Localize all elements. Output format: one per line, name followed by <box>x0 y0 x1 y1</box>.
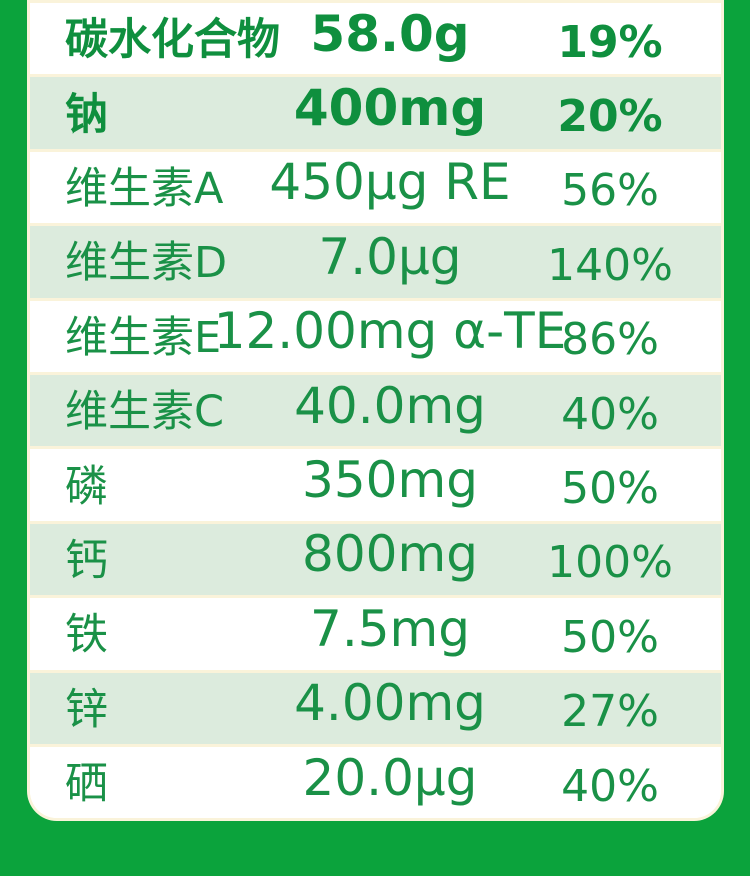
nutrient-nrv-percent: 50% <box>561 611 659 663</box>
nutrient-amount: 800mg <box>302 525 478 584</box>
table-row: 维生素A 450μg RE 56% <box>30 148 721 224</box>
nutrient-amount: 20.0μg <box>302 748 478 807</box>
nutrient-nrv-percent: 140% <box>547 239 673 291</box>
nutrient-name: 钠 <box>65 89 108 140</box>
nutrient-amount: 7.0μg <box>318 227 462 286</box>
nutrient-amount: 12.00mg α-TE <box>213 302 567 361</box>
nutrient-name: 锌 <box>65 684 108 735</box>
table-row: 维生素C 40.0mg 40% <box>30 371 721 447</box>
nutrient-amount: 450μg RE <box>269 153 511 212</box>
table-row: 碳水化合物 58.0g 19% <box>30 0 721 75</box>
table-row: 锌 4.00mg 27% <box>30 669 721 744</box>
nutrient-nrv-percent: 100% <box>547 537 673 589</box>
nutrient-nrv-percent: 20% <box>557 91 663 143</box>
nutrient-amount: 58.0g <box>310 4 470 63</box>
nutrient-name: 硒 <box>65 759 108 810</box>
nutrient-name: 钙 <box>65 535 108 586</box>
nutrient-nrv-percent: 40% <box>561 760 659 812</box>
nutrition-table: 碳水化合物 58.0g 19% 钠 400mg 20% 维生素A 450μg R… <box>27 0 724 822</box>
nutrient-name: 维生素C <box>65 387 225 438</box>
nutrient-amount: 4.00mg <box>294 674 486 733</box>
nutrient-amount: 350mg <box>302 451 478 510</box>
nutrient-nrv-percent: 86% <box>561 314 659 366</box>
table-row: 维生素D 7.0μg 140% <box>30 223 721 298</box>
table-row: 钙 800mg 100% <box>30 520 721 596</box>
nutrient-name: 磷 <box>65 461 108 512</box>
nutrient-amount: 7.5mg <box>310 599 470 658</box>
nutrient-nrv-percent: 50% <box>561 463 659 515</box>
nutrient-name: 碳水化合物 <box>65 15 280 66</box>
nutrient-amount: 400mg <box>293 79 487 138</box>
table-row: 硒 20.0μg 40% <box>30 743 721 819</box>
table-row: 维生素E 12.00mg α-TE 86% <box>30 297 721 372</box>
table-row: 磷 350mg 50% <box>30 446 721 521</box>
nutrient-name: 维生素A <box>65 163 224 214</box>
nutrient-amount: 40.0mg <box>294 376 486 435</box>
nutrient-nrv-percent: 56% <box>561 165 659 217</box>
nutrient-name: 维生素E <box>65 312 222 363</box>
table-row: 钠 400mg 20% <box>30 74 721 149</box>
nutrient-nrv-percent: 40% <box>561 388 659 440</box>
nutrient-name: 维生素D <box>65 238 228 289</box>
nutrient-nrv-percent: 19% <box>557 16 663 68</box>
table-row: 铁 7.5mg 50% <box>30 595 721 670</box>
nutrient-name: 铁 <box>65 610 108 661</box>
nutrient-nrv-percent: 27% <box>561 686 659 738</box>
